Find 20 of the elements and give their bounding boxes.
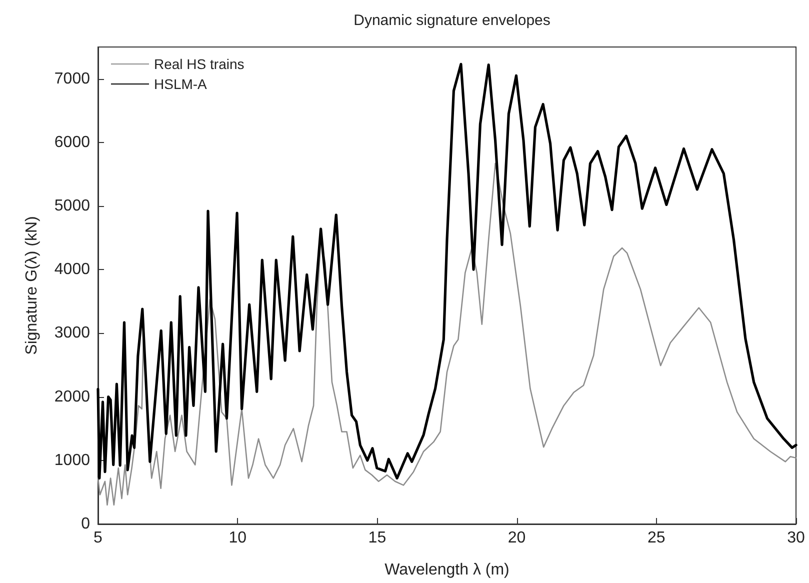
- x-axis-title: Wavelength λ (m): [384, 562, 510, 578]
- x-tick-label: 25: [648, 530, 666, 546]
- line-series: [97, 162, 797, 506]
- chart-title: Dynamic signature envelopes: [354, 12, 550, 29]
- x-tick-label: 30: [787, 530, 805, 546]
- y-axis-title: Signature G(λ) (kN): [24, 216, 40, 355]
- legend-label: Real HS trains: [154, 56, 244, 72]
- x-tick-label: 10: [228, 530, 247, 546]
- x-tick-label: 5: [94, 530, 103, 546]
- y-tick-label: 3000: [54, 324, 90, 342]
- y-tick-label: 1000: [54, 452, 90, 469]
- legend-label: HSLM-A: [154, 76, 208, 92]
- x-tick-label: 20: [508, 530, 526, 546]
- y-tick-label: 0: [81, 516, 90, 532]
- y-tick-label: 7000: [54, 70, 90, 88]
- y-tick-label: 2000: [54, 388, 90, 406]
- x-tick-label: 15: [368, 530, 386, 546]
- y-tick-label: 4000: [54, 261, 90, 278]
- y-tick-label: 6000: [54, 134, 90, 151]
- y-tick-label: 5000: [54, 198, 90, 214]
